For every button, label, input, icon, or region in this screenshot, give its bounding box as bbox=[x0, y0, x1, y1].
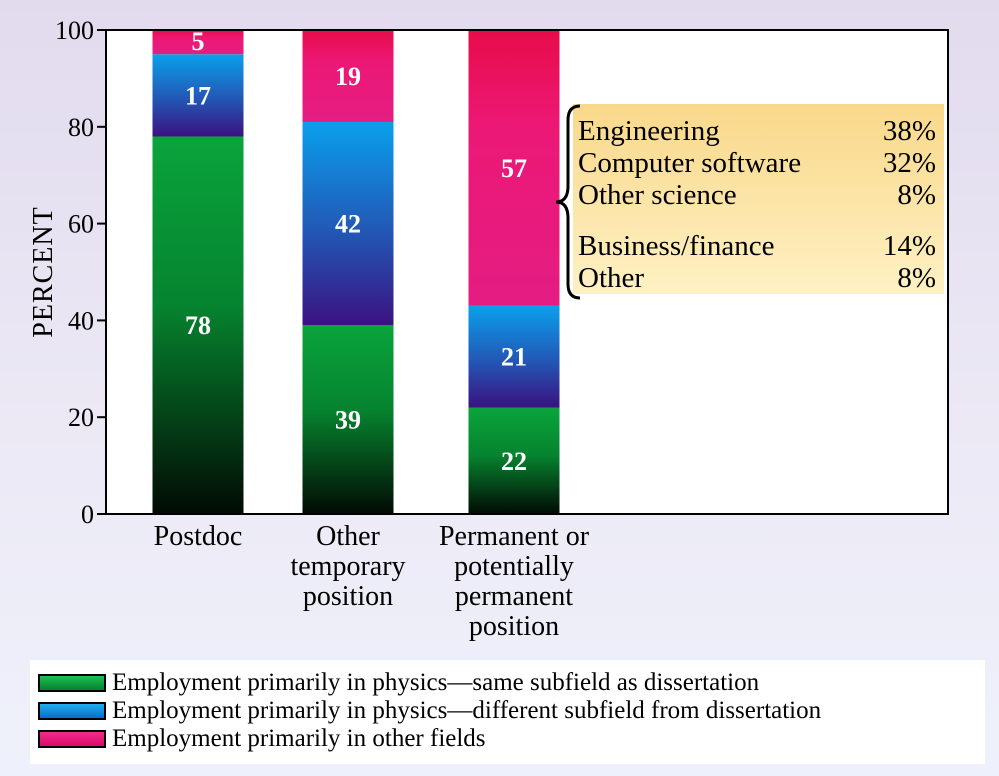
annotation-label: Business/finance bbox=[578, 230, 775, 262]
legend-label: Employment primarily in physics—same sub… bbox=[112, 669, 760, 696]
data-label: 17 bbox=[185, 81, 211, 110]
annotation-brace bbox=[555, 104, 581, 300]
x-tick-label: Permanent or bbox=[439, 521, 590, 552]
data-label: 57 bbox=[501, 154, 527, 183]
data-label: 78 bbox=[185, 311, 211, 340]
legend-item-same-subfield: Employment primarily in physics—same sub… bbox=[38, 670, 759, 696]
x-tick-label: position bbox=[303, 581, 393, 612]
annotation-label: Engineering bbox=[578, 115, 720, 147]
legend: Employment primarily in physics—same sub… bbox=[30, 660, 985, 764]
y-tick-label: 80 bbox=[68, 113, 94, 142]
legend-label: Employment primarily in physics—differen… bbox=[112, 697, 822, 724]
y-tick-label: 60 bbox=[68, 210, 94, 239]
bar-same-subfield-0 bbox=[152, 136, 244, 515]
bar-other-fields-2 bbox=[468, 30, 560, 306]
bar-different-subfield-0 bbox=[152, 54, 244, 137]
x-tick-label: Other bbox=[316, 521, 380, 552]
bar-same-subfield-1 bbox=[302, 325, 394, 514]
annotation-label: Computer software bbox=[578, 147, 801, 179]
y-axis-label: PERCENT bbox=[28, 206, 59, 337]
y-tick-label: 20 bbox=[68, 403, 94, 432]
data-label: 22 bbox=[501, 447, 527, 476]
data-label: 5 bbox=[192, 27, 205, 56]
annotation-label: Other science bbox=[578, 179, 737, 211]
data-label: 19 bbox=[335, 62, 361, 91]
y-tick-label: 100 bbox=[55, 16, 94, 45]
annotation-value: 14% bbox=[883, 230, 936, 262]
legend-swatch-other-fields bbox=[38, 730, 106, 748]
plot-frame bbox=[105, 29, 949, 515]
bar-same-subfield-2 bbox=[468, 407, 560, 514]
legend-swatch-different-subfield bbox=[38, 702, 106, 720]
annotation-label: Other bbox=[578, 262, 644, 294]
y-tick-label: 40 bbox=[68, 306, 94, 335]
x-tick-label: position bbox=[469, 611, 559, 642]
annotation-value: 8% bbox=[897, 179, 936, 211]
x-tick-label: temporary bbox=[290, 551, 405, 582]
x-tick-label: Postdoc bbox=[154, 521, 243, 552]
x-tick-label: potentially bbox=[454, 551, 574, 582]
chart: 78 17 5 39 42 19 22 21 57 0 20 40 60 80 100 PERCENT Post… bbox=[28, 16, 949, 642]
annotation-box bbox=[573, 104, 944, 294]
y-tick-label: 0 bbox=[81, 500, 94, 529]
x-tick-label: permanent bbox=[455, 581, 573, 612]
data-label: 21 bbox=[501, 343, 527, 372]
chart-svg: 78 17 5 39 42 19 22 21 57 0 20 40 60 80 100 PERCENT Post… bbox=[28, 16, 949, 642]
legend-item-other-fields: Employment primarily in other fields bbox=[38, 726, 486, 752]
data-label: 42 bbox=[335, 210, 361, 239]
bar-other-fields-1 bbox=[302, 30, 394, 122]
legend-item-different-subfield: Employment primarily in physics—differen… bbox=[38, 698, 821, 724]
legend-swatch-same-subfield bbox=[38, 674, 106, 692]
bar-other-fields-0 bbox=[152, 30, 244, 55]
legend-label: Employment primarily in other fields bbox=[112, 725, 486, 752]
annotation-value: 38% bbox=[883, 115, 936, 147]
annotation-value: 8% bbox=[897, 262, 936, 294]
bar-different-subfield-2 bbox=[468, 305, 560, 408]
annotation-value: 32% bbox=[883, 147, 936, 179]
data-label: 39 bbox=[335, 406, 361, 435]
bar-different-subfield-1 bbox=[302, 121, 394, 326]
